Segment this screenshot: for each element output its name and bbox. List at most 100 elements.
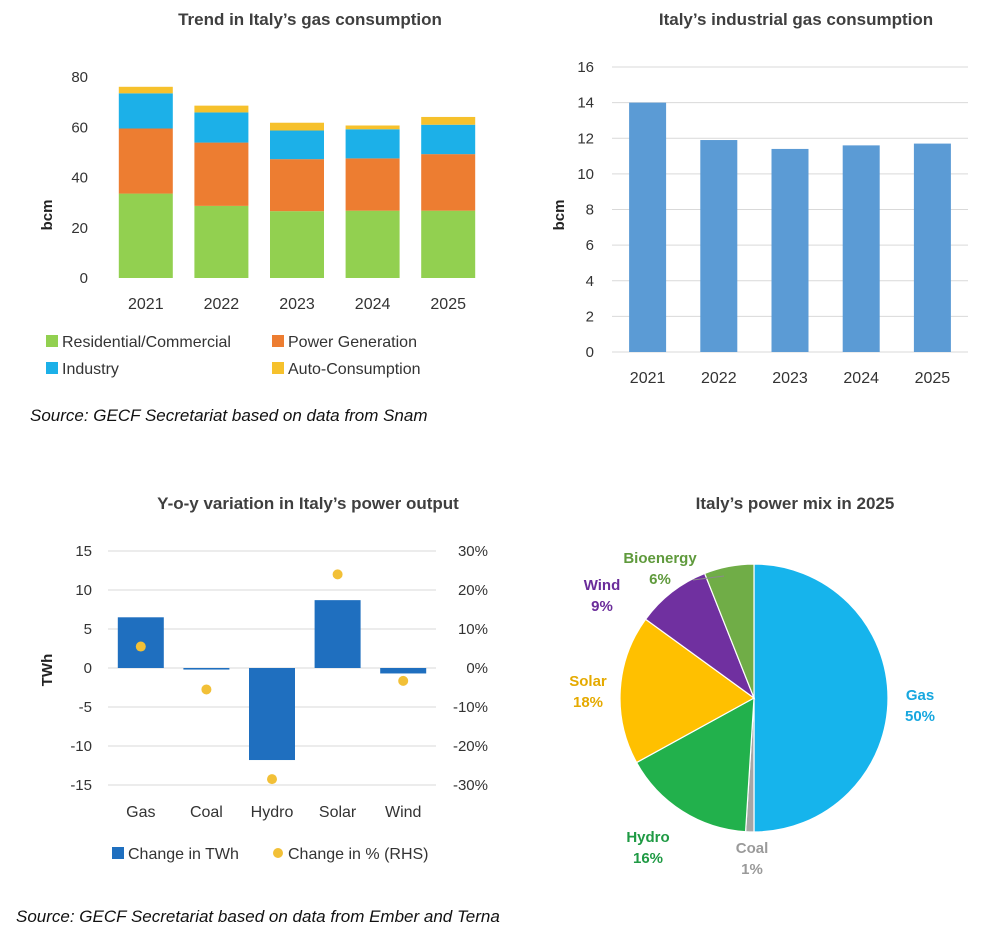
y-tick-label: 15 [75,543,92,560]
pie-slice-name: Solar [569,673,607,690]
y2-tick-label: 20% [458,582,488,599]
y-tick-label: 10 [75,582,92,599]
legend-label: Power Generation [288,334,417,351]
y-tick-label: 14 [577,95,594,112]
yoy-variation-panel: Y-o-y variation in Italy’s power output … [0,480,498,880]
pie-slice [703,563,755,699]
y-tick-label: 20 [71,220,88,237]
pie-slice-value: 50% [905,708,935,725]
pie-slice-value: 1% [741,861,763,878]
x-tick-label: 2021 [128,296,164,313]
data-point [398,675,409,686]
chart-title: Italy’s industrial gas consumption [659,10,933,29]
bar [913,143,951,352]
pie-slice [619,618,756,764]
bar-segment [421,124,476,155]
gas-consumption-panel: Trend in Italy’s gas consumption bcm 0 20… [0,0,498,400]
y-axis-label: bcm [551,200,568,231]
bar-segment [194,112,249,143]
legend-swatch [273,848,283,858]
y2-tick-label: 10% [458,621,488,638]
x-tick-label: Wind [385,804,421,821]
pie-slice-value: 6% [649,571,671,588]
pie-slice [753,563,889,833]
y2-tick-label: 0% [466,660,488,677]
legend-swatch [46,362,58,374]
y-tick-label: 0 [80,270,88,287]
pie-slice [635,696,755,833]
legend-label: Residential/Commercial [62,334,231,351]
bar-segment [270,130,324,160]
y-tick-label: 2 [586,308,594,325]
legend-swatch [272,335,284,347]
bar-segment [194,205,249,278]
pie-slice-name: Hydro [626,829,669,846]
bar-segment [270,211,324,278]
bar-segment [345,158,400,211]
x-tick-label: Hydro [251,804,294,821]
pie-slice-value: 16% [633,850,663,867]
legend-swatch [112,847,124,859]
y-tick-label: -15 [70,777,92,794]
bar-segment [118,128,173,194]
bar-segment [345,210,400,278]
y-tick-label: 16 [577,59,594,76]
y-tick-label: 12 [577,130,594,147]
legend-label: Change in TWh [128,846,239,863]
pie-slice-value: 9% [591,598,613,615]
y-tick-label: 80 [71,69,88,86]
bar-segment [270,122,324,131]
bar [629,102,667,352]
chart-title: Y-o-y variation in Italy’s power output [157,494,459,513]
chart-title: Trend in Italy’s gas consumption [178,10,442,29]
pie-slice-name: Coal [736,840,769,857]
bar-segment [345,129,400,159]
y-tick-label: 0 [84,660,92,677]
x-tick-label: 2025 [915,370,951,387]
x-tick-label: Solar [319,804,357,821]
yoy-variation-chart: Y-o-y variation in Italy’s power output … [39,494,488,863]
bar-segment [194,105,249,113]
bar [700,140,738,352]
y-tick-label: 4 [586,273,594,290]
x-tick-label: 2024 [355,296,391,313]
y-tick-label: 6 [586,237,594,254]
legend-label: Change in % (RHS) [288,846,429,863]
bar-segment [194,142,249,206]
pie-slice-name: Gas [906,687,934,704]
x-tick-label: 2021 [630,370,666,387]
y2-tick-label: -10% [453,699,488,716]
bar [249,668,295,761]
x-tick-label: 2025 [430,296,466,313]
bar-segment [118,86,173,94]
bar-segment [421,154,476,211]
bar [314,600,361,668]
y2-tick-label: -20% [453,738,488,755]
y-tick-label: 60 [71,119,88,136]
y2-tick-label: 30% [458,543,488,560]
data-point [267,774,277,785]
y-tick-label: 5 [84,621,92,638]
bar-segment [421,210,476,278]
legend-swatch [46,335,58,347]
y-tick-label: 8 [586,202,594,219]
legend-swatch [272,362,284,374]
x-tick-label: Coal [190,804,223,821]
bar-segment [118,93,173,129]
leader-line [692,575,725,581]
bar-segment [421,116,476,125]
y-tick-label: -5 [79,699,92,716]
pie-slice-name: Wind [584,577,621,594]
bar [183,668,230,670]
industrial-consumption-panel: Italy’s industrial gas consumption bcm 0… [498,0,998,400]
data-point [332,569,343,580]
bar [771,148,809,352]
y2-tick-label: -30% [453,777,488,794]
bar-segment [270,159,324,212]
source-note-bottom: Source: GECF Secretariat based on data f… [16,907,500,926]
y-tick-label: -10 [70,738,92,755]
y-tick-label: 40 [71,170,88,187]
source-note-top: Source: GECF Secretariat based on data f… [30,406,428,425]
x-tick-label: 2023 [279,296,315,313]
pie-slice-name: Bioenergy [623,550,697,567]
